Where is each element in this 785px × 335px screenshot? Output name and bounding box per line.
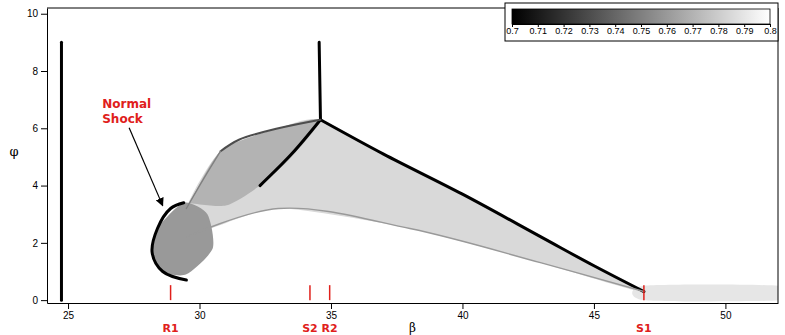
shock-line (186, 151, 220, 208)
colorbar-gradient (512, 9, 770, 24)
shock-line (152, 203, 186, 280)
y-tick-label: 0 (32, 295, 38, 306)
x-tick: 30 (194, 303, 206, 321)
x-axis: 25 30 35 40 45 50 (48, 303, 779, 321)
colorbar: 0.7 0.71 0.72 0.73 0.74 0.75 0.76 0.77 0.78 0.79 0… (505, 3, 778, 41)
y-tick: 10 (27, 8, 47, 19)
y-tick: 8 (32, 66, 47, 77)
x-tick: 45 (589, 303, 601, 321)
y-tick-mark (41, 14, 47, 15)
colorbar-tick: 0.72 (555, 24, 573, 36)
colorbar-tick-label: 0.75 (633, 26, 651, 36)
annotation-line: Shock (102, 112, 144, 126)
colorbar-tick-label: 0.76 (659, 26, 677, 36)
colorbar-tick: 0.77 (684, 24, 702, 36)
marker-label: R2 (322, 322, 338, 335)
x-axis-line (48, 303, 779, 304)
colorbar-tick: 0.73 (581, 24, 599, 36)
shock-line (319, 42, 320, 119)
y-tick-mark (41, 71, 47, 72)
marker-line (170, 285, 172, 300)
y-tick: 0 (32, 295, 47, 306)
x-tick-mark (200, 303, 201, 309)
marker-label: R1 (163, 322, 179, 335)
x-axis-title: β (409, 321, 416, 335)
y-tick: 6 (32, 123, 47, 134)
annotation-arrow (129, 128, 163, 206)
x-tick: 25 (63, 303, 75, 321)
colorbar-tick: 0.75 (633, 24, 651, 36)
colorbar-box (505, 3, 778, 41)
y-tick-mark (41, 128, 47, 129)
colorbar-tick-label: 0.8 (764, 26, 777, 36)
x-tick-label: 45 (589, 310, 601, 321)
y-axis-title: φ (9, 144, 18, 159)
annotation-line: Normal (102, 97, 151, 111)
x-tick-label: 40 (457, 310, 469, 321)
colorbar-tick-label: 0.79 (736, 26, 754, 36)
colorbar-tick: 0.78 (710, 24, 728, 36)
x-tick-label: 35 (326, 310, 338, 321)
region (632, 285, 778, 302)
marker-label: S2 (302, 322, 318, 335)
x-tick: 40 (457, 303, 469, 321)
plot-background (47, 8, 778, 303)
shock-line (60, 42, 63, 300)
colorbar-tick: 0.71 (530, 24, 548, 36)
y-tick-mark (41, 300, 47, 301)
shock-line (221, 120, 321, 152)
x-tick-label: 25 (63, 310, 75, 321)
colorbar-tick-label: 0.71 (530, 26, 548, 36)
marker-line (309, 285, 311, 300)
shock-line (186, 208, 644, 291)
x-tick-mark (594, 303, 595, 309)
x-tick: 50 (720, 303, 732, 321)
colorbar-tick-label: 0.72 (555, 26, 573, 36)
annotation-text: NormalShock (102, 97, 151, 125)
marker-line (643, 285, 645, 300)
x-tick-mark (725, 303, 726, 309)
region (152, 203, 213, 276)
colorbar-tick: 0.7 (506, 24, 519, 36)
y-tick-label: 2 (32, 238, 38, 249)
y-axis: 0 2 4 6 8 10 (27, 8, 48, 305)
colorbar-tick: 0.79 (736, 24, 754, 36)
marker-label: S1 (636, 322, 652, 335)
y-tick-label: 8 (32, 66, 38, 77)
shock-line (320, 120, 643, 292)
y-tick-label: 10 (27, 8, 39, 19)
colorbar-tick: 0.8 (764, 24, 777, 36)
region (181, 119, 320, 210)
frame-right (778, 8, 779, 303)
y-axis-line (47, 9, 48, 304)
field (61, 42, 778, 301)
annotations: R1 S2 R2 S1 NormalShock (102, 97, 651, 335)
y-tick-label: 6 (32, 123, 38, 134)
colorbar-tick-label: 0.78 (710, 26, 728, 36)
x-tick-label: 50 (720, 310, 732, 321)
y-tick-label: 4 (32, 180, 38, 191)
colorbar-tick-label: 0.73 (581, 26, 599, 36)
colorbar-tick-label: 0.74 (607, 26, 625, 36)
colorbar-tick: 0.74 (607, 24, 625, 36)
y-tick-mark (41, 243, 47, 244)
x-tick-mark (68, 303, 69, 309)
x-tick-mark (331, 303, 332, 309)
marker-line (329, 285, 331, 300)
colorbar-tick: 0.76 (659, 24, 677, 36)
x-tick-mark (462, 303, 463, 309)
colorbar-tick-label: 0.7 (506, 26, 519, 36)
colorbar-tick-label: 0.77 (684, 26, 702, 36)
x-tick-label: 30 (194, 310, 206, 321)
y-tick-mark (41, 186, 47, 187)
chart: 25 30 35 40 45 50 0 2 4 6 8 10 β φ R1 S2 R2 S1 NormalShock… (0, 0, 785, 335)
y-tick: 2 (32, 238, 47, 249)
x-tick: 35 (326, 303, 338, 321)
colorbar-axis: 0.7 0.71 0.72 0.73 0.74 0.75 0.76 0.77 0.78 0.79 0… (506, 24, 777, 36)
y-tick: 4 (32, 180, 47, 191)
